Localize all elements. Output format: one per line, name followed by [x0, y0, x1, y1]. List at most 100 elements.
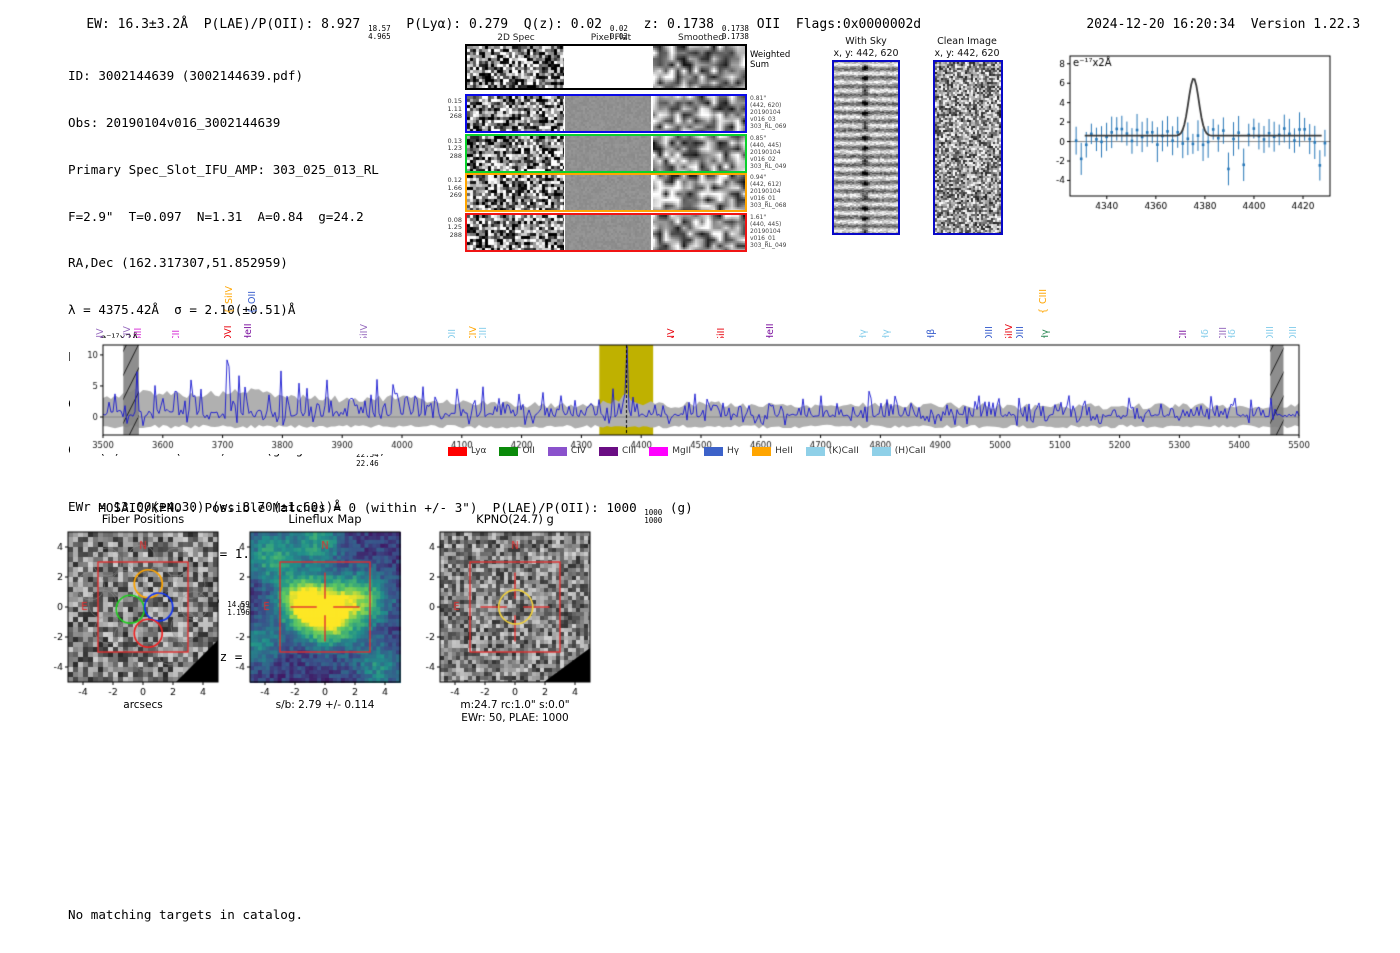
weighted-sum-label: Weighted Sum [750, 50, 791, 70]
fiber-positions-title: Fiber Positions [101, 512, 185, 526]
clean-title: Clean Image [937, 36, 997, 47]
col-header-2dspec: 2D Spec [497, 33, 535, 43]
weighted-2dspec-image [467, 46, 564, 88]
spectrum-legend: Lyα OII CIV CIII MgII Hγ HeII (K)CaII (H)CaII [448, 446, 926, 456]
spec2d-row [465, 94, 747, 133]
spec2d-cell-image [653, 214, 745, 250]
legend-item: CIV [547, 446, 586, 456]
spec2d-row [465, 133, 747, 173]
header-qz-range: 0.02 0.02 [609, 24, 628, 42]
header-ew: EW: 16.3±3.2Å [86, 17, 189, 32]
legend-swatch [752, 446, 772, 456]
spec2d-cell-image [653, 175, 745, 210]
withsky-coords: x, y: 442, 620 [833, 48, 899, 59]
clean-image [935, 62, 1001, 233]
legend-label: CIII [621, 446, 637, 456]
withsky-image-box [832, 60, 900, 235]
catalog-match-line: MOSAIC/KPNO : Possible Matches = 0 (with… [98, 500, 693, 526]
report-version: Version 1.22.3 [1250, 17, 1361, 32]
legend-swatch [499, 446, 519, 456]
weighted-smoothed-image [653, 46, 745, 88]
spec2d-row-annotation: 0.81" (442, 620) 20190104 v016_03 303_RL_069 [750, 95, 787, 131]
zoomed-line-fit-plot [1040, 46, 1340, 226]
clean-coords: x, y: 442, 620 [934, 48, 1000, 59]
legend-swatch [805, 446, 825, 456]
legend-swatch [649, 446, 669, 456]
report-timestamp: 2024-12-20 16:20:34 [1086, 17, 1236, 32]
spec2d-row-weights: 0.13 1.23 288 [447, 136, 462, 160]
info-ewr: EWr = 13.00(±4.30) (w: 8.70(±1.60))Å [68, 498, 341, 514]
legend-label: MgII [672, 446, 692, 456]
withsky-image [834, 62, 898, 233]
spec2d-cell-image [565, 175, 651, 210]
spec2d-cell-image [565, 214, 651, 250]
legend-swatch [871, 446, 891, 456]
header-plae: P(LAE)/P(OII): 8.927 [203, 17, 361, 32]
spec2d-cell-image [653, 135, 745, 171]
legend-item: MgII [649, 446, 691, 456]
header-z-range: 0.1738 0.1738 [721, 24, 749, 42]
col-header-smoothed: Smoothed [678, 33, 724, 43]
header-timestamp-version: 2024-12-20 16:20:34 Version 1.22.3 [1055, 2, 1360, 47]
header-z: z: 0.1738 [643, 17, 715, 32]
legend-label: HeII [775, 446, 793, 456]
header-summary-line: EW: 16.3±3.2Å P(LAE)/P(OII): 8.927 18.57… [55, 2, 921, 56]
footer-note: No matching targets in catalog. Row inte… [68, 876, 303, 953]
col-header-pixelflat: Pixel Flat [590, 33, 632, 43]
kpno-caption-2: EWr: 50, PLAE: 1000 [461, 712, 569, 724]
spec2d-row-annotation: 0.94" (442, 612) 20190104 v016_01 303_RL_068 [750, 174, 787, 210]
spec2d-cell-image [565, 135, 651, 171]
lineflux-map-title: Lineflux Map [288, 512, 362, 526]
full-spectrum-plot [70, 338, 1310, 454]
info-seeing: F=2.9" T=0.097 N=1.31 A=0.84 g=24.2 [68, 208, 364, 224]
legend-swatch [704, 446, 724, 456]
info-id: ID: 3002144639 (3002144639.pdf) [68, 68, 304, 84]
legend-label: (K)CaII [828, 446, 859, 456]
spec2d-row-weights: 0.15 1.11 268 [447, 97, 462, 121]
legend-label: Lyα [471, 446, 487, 456]
legend-swatch [547, 446, 567, 456]
info-lambda-sigma: λ = 4375.42Å σ = 2.10(±0.51)Å [68, 302, 296, 318]
spec2d-cell-image [467, 214, 564, 250]
info-radec: RA,Dec (162.317307,51.852959) [68, 255, 288, 271]
legend-item: OII [499, 446, 535, 456]
kpno-caption: m:24.7 rc:1.0" s:0.0" [460, 699, 570, 711]
withsky-title: With Sky [845, 36, 887, 47]
spec2d-cell-image [467, 175, 564, 210]
legend-label: (H)CaII [894, 446, 926, 456]
footer-line-1: No matching targets in catalog. [68, 907, 304, 922]
header-flags: Flags:0x0000002d [795, 17, 922, 32]
spec2d-cell-image [467, 135, 564, 171]
emission-line-label: CIII [1037, 288, 1049, 304]
header-qz: Q(z): 0.02 [523, 17, 603, 32]
header-z-type: OII [756, 17, 781, 32]
header-plya: P(Lyα): 0.279 [406, 17, 509, 32]
spec2d-row [465, 173, 747, 212]
info-primary-spec: Primary Spec_Slot_IFU_AMP: 303_025_013_R… [68, 161, 379, 177]
spec2d-row-annotation: 1.61" (440, 445) 20190104 v016_01 303_RL_049 [750, 213, 787, 249]
legend-item: HeII [752, 446, 793, 456]
spec2d-row [465, 212, 747, 252]
emission-line-label: { [1037, 307, 1049, 314]
info-obs: Obs: 20190104v016_3002144639 [68, 114, 281, 130]
weighted-sum-row [465, 44, 747, 90]
header-plae-range: 18.57 4.965 [368, 24, 391, 42]
spec2d-row-weights: 0.12 1.66 269 [447, 176, 462, 200]
clean-image-box [933, 60, 1003, 235]
lineflux-caption: s/b: 2.79 +/- 0.114 [275, 699, 375, 711]
kpno-image [416, 528, 606, 696]
legend-label: Hγ [727, 446, 740, 456]
fiber-caption: arcsecs [123, 699, 163, 711]
legend-label: OII [522, 446, 535, 456]
legend-label: CIV [570, 446, 586, 456]
legend-item: Hγ [704, 446, 739, 456]
lineflux-map-image [226, 528, 416, 696]
spec2d-row-annotation: 0.85" (440, 445) 20190104 v016_02 303_RL_049 [750, 134, 787, 170]
spec2d-cell-image [467, 96, 564, 131]
weighted-pixelflat-image [565, 46, 651, 88]
legend-item: (K)CaII [805, 446, 859, 456]
legend-item: Lyα [448, 446, 486, 456]
legend-item: (H)CaII [871, 446, 926, 456]
fiber-positions-image [44, 528, 234, 696]
